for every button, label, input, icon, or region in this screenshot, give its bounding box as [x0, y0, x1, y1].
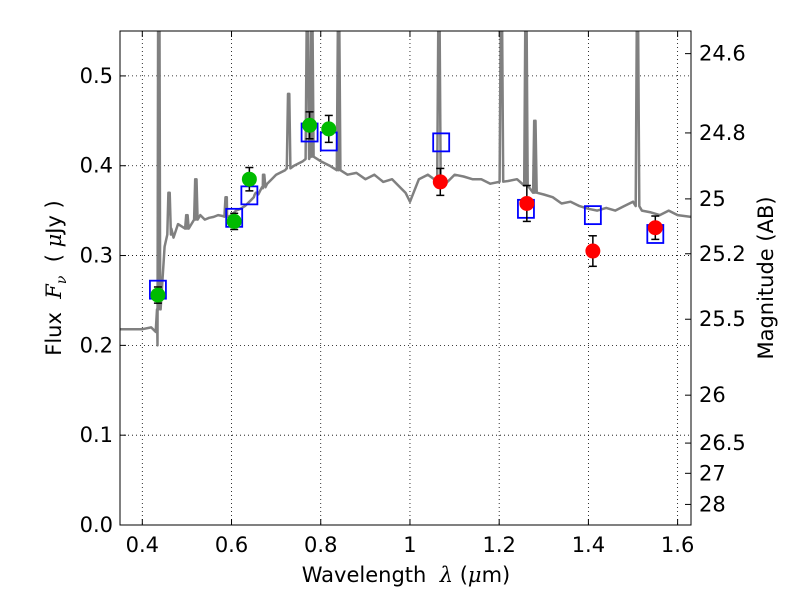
- optical-photometry-point: [150, 287, 166, 303]
- y2-axis-label: Magnitude (AB): [754, 196, 778, 359]
- y2-tick-label: 25.2: [699, 242, 746, 266]
- y-tick-label: 0.5: [80, 64, 113, 88]
- grid: [120, 31, 691, 526]
- x-tick-label: 1: [403, 533, 416, 557]
- x-tick-label: 1.6: [661, 533, 694, 557]
- y2-tick-label: 27: [699, 461, 726, 485]
- nir-photometry-point: [647, 220, 663, 236]
- y2-tick-label: 28: [699, 492, 726, 516]
- nir-photometry-point: [519, 195, 535, 211]
- y2-tick-label: 24.8: [699, 121, 746, 145]
- optical-photometry-point: [302, 117, 318, 133]
- y-tick-label: 0.0: [80, 513, 113, 537]
- y-tick-label: 0.2: [80, 333, 113, 357]
- x-tick-label: 0.4: [126, 533, 159, 557]
- y-tick-label: 0.3: [80, 244, 113, 268]
- y-tick-label: 0.4: [80, 154, 113, 178]
- axes: 0.4 0.6 0.8 1 1.2 1.4 1.6 0.0 0.1 0.2 0.3 0.4 0.5 24.…: [80, 31, 746, 557]
- y-axis-label: Flux Fν ( μJy ): [42, 200, 70, 356]
- plot-frame: [119, 30, 692, 526]
- nir-photometry-point: [432, 174, 448, 190]
- y2-tick-label: 25: [699, 187, 726, 211]
- optical-photometry-point: [241, 171, 257, 187]
- y2-tick-label: 25.5: [699, 307, 746, 331]
- x-tick-label: 0.8: [304, 533, 337, 557]
- x-tick-label: 0.6: [215, 533, 248, 557]
- optical-photometry-point: [226, 213, 242, 229]
- y-tick-label: 0.1: [80, 423, 113, 447]
- optical-photometry-point: [321, 121, 337, 137]
- model-photometry-square: [583, 205, 602, 226]
- plot-area: [120, 31, 691, 347]
- model-photometry-square: [432, 132, 451, 153]
- y2-tick-label: 26.5: [699, 431, 746, 455]
- spectrum-line: [120, 31, 691, 347]
- y2-tick-label: 26: [699, 383, 726, 407]
- nir-photometry-point: [585, 243, 601, 259]
- x-tick-label: 1.4: [572, 533, 605, 557]
- markers: [149, 111, 665, 304]
- x-axis-label: Wavelength λ (μm): [302, 563, 510, 587]
- x-tick-label: 1.2: [482, 533, 515, 557]
- y2-tick-label: 24.6: [699, 42, 746, 66]
